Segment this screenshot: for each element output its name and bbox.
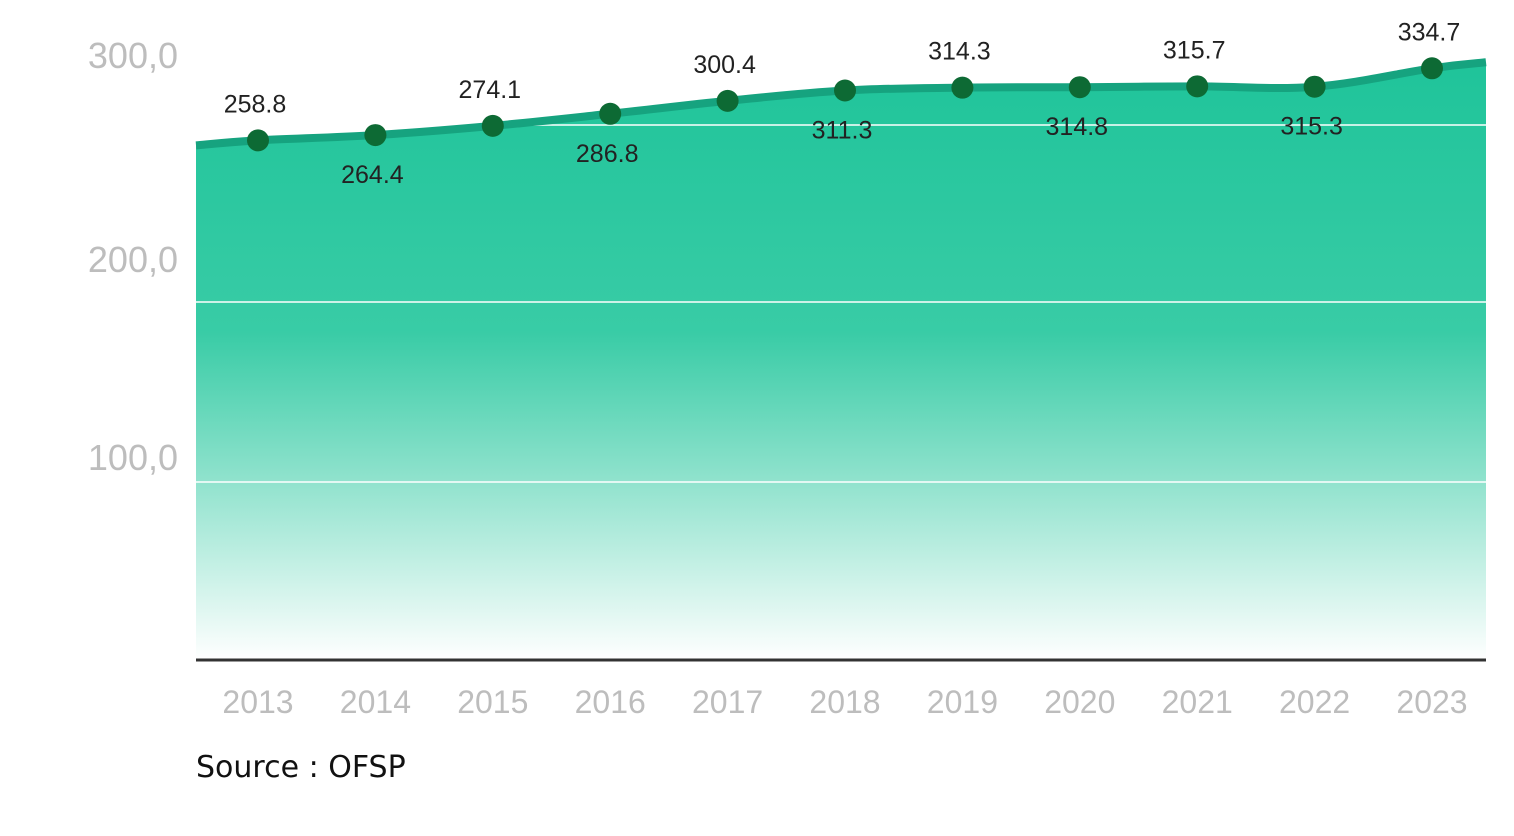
area-fill (196, 62, 1486, 661)
data-point[interactable] (481, 114, 504, 137)
x-tick-label: 2020 (1044, 684, 1115, 720)
data-point[interactable] (1186, 75, 1209, 98)
x-tick-label: 2022 (1279, 684, 1350, 720)
x-tick-label: 2016 (575, 684, 646, 720)
x-tick-label: 2023 (1396, 684, 1467, 720)
data-point[interactable] (834, 79, 856, 102)
data-point[interactable] (1068, 76, 1091, 99)
data-point[interactable] (599, 102, 622, 125)
data-label: 334.7 (1398, 18, 1461, 46)
data-label: 258.8 (224, 90, 287, 118)
data-label: 315.7 (1163, 36, 1226, 64)
y-tick-label: 300,0 (88, 35, 178, 76)
y-tick-label: 200,0 (88, 239, 178, 280)
data-point[interactable] (716, 89, 739, 112)
x-tick-label: 2014 (340, 684, 411, 720)
data-label: 286.8 (576, 140, 639, 168)
data-point[interactable] (1421, 57, 1443, 80)
source-note: Source : OFSP (196, 750, 406, 785)
x-tick-label: 2019 (927, 684, 998, 720)
data-point[interactable] (247, 129, 269, 152)
y-tick-label: 100,0 (88, 437, 178, 478)
data-label: 300.4 (693, 51, 756, 79)
data-label: 311.3 (812, 117, 873, 145)
x-tick-label: 2015 (457, 684, 528, 720)
data-point[interactable] (1303, 75, 1326, 98)
data-label: 314.8 (1046, 113, 1109, 141)
data-label: 264.4 (341, 161, 404, 189)
data-label: 315.3 (1280, 113, 1343, 141)
x-tick-label: 2021 (1162, 684, 1233, 720)
data-label: 274.1 (459, 76, 522, 104)
data-point[interactable] (951, 76, 974, 99)
data-point[interactable] (364, 124, 387, 147)
data-label: 314.3 (928, 38, 991, 66)
x-tick-label: 2013 (222, 684, 293, 720)
x-tick-label: 2017 (692, 684, 763, 720)
x-tick-label: 2018 (809, 684, 880, 720)
